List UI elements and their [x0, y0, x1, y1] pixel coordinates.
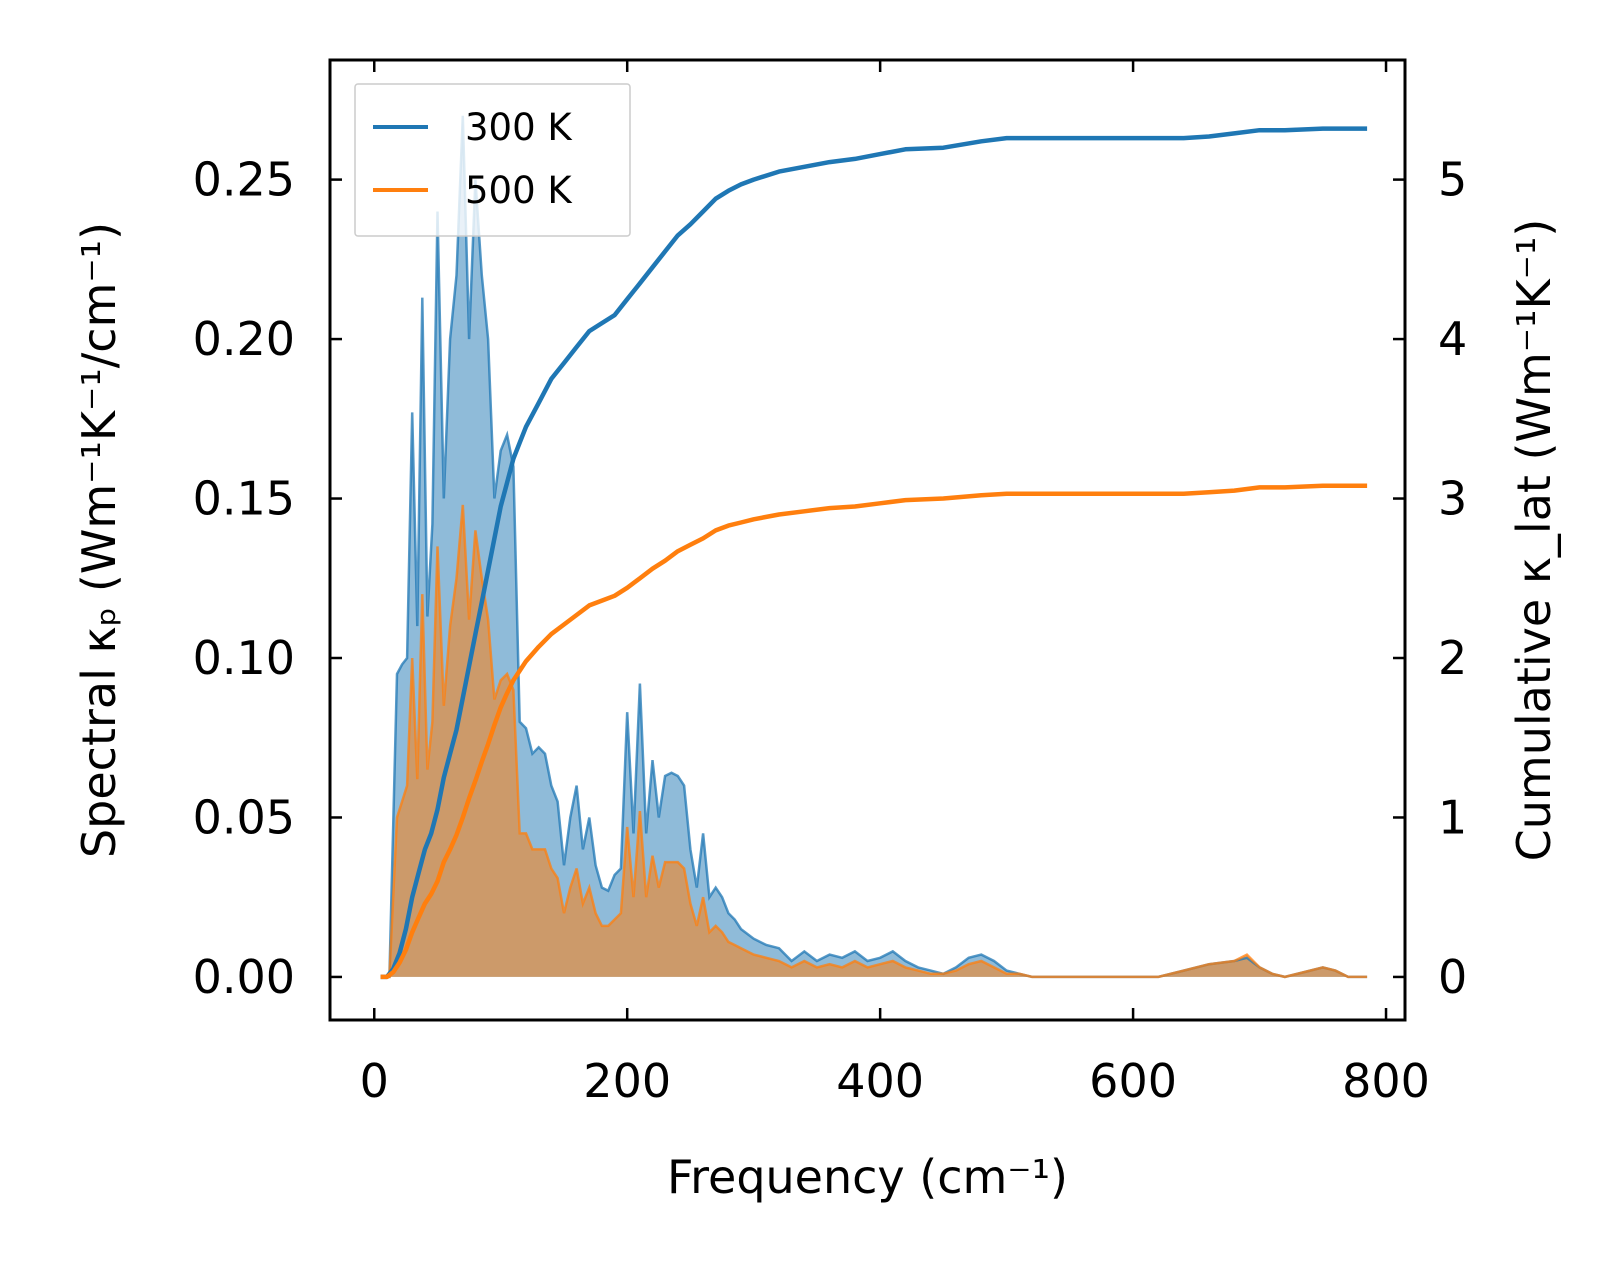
axis-ticks	[330, 60, 1405, 1020]
x-tick-label: 200	[583, 1054, 671, 1108]
x-tick-label: 800	[1342, 1054, 1430, 1108]
y-tick-label-left: 0.20	[193, 312, 295, 366]
spectral-line-500k	[380, 504, 1368, 979]
y-axis-left-title: Spectral κₚ (Wm⁻¹K⁻¹/cm⁻¹)	[72, 222, 126, 858]
plot-frame	[328, 58, 1407, 1022]
cumulative-line-300k	[380, 126, 1368, 980]
x-tick-label: 0	[360, 1054, 389, 1108]
legend-box	[354, 83, 631, 237]
spectral-fills	[380, 115, 1368, 977]
x-tick-label: 600	[1089, 1054, 1177, 1108]
legend: 300 K 500 K	[354, 83, 631, 237]
plot-area	[380, 115, 1368, 980]
legend-label-500k: 500 K	[465, 169, 573, 212]
y-tick-label-right: 5	[1438, 153, 1467, 207]
cumulative-line-500k	[380, 483, 1368, 980]
x-axis-title: Frequency (cm⁻¹)	[667, 1150, 1068, 1204]
y-tick-label-right: 3	[1438, 472, 1467, 526]
y-tick-label-right: 2	[1438, 631, 1467, 685]
x-tick-label: 400	[836, 1054, 924, 1108]
spectral-area-300k	[380, 115, 1368, 977]
y-tick-label-right: 4	[1438, 312, 1467, 366]
y-tick-label-left: 0.00	[193, 950, 295, 1004]
y-tick-label-left: 0.10	[193, 631, 295, 685]
legend-label-300k: 300 K	[465, 106, 573, 149]
y-tick-label-right: 1	[1438, 790, 1467, 844]
y-tick-label-left: 0.05	[193, 790, 295, 844]
y-tick-label-left: 0.15	[193, 472, 295, 526]
spectral-area-500k	[380, 504, 1368, 977]
y-tick-label-left: 0.25	[193, 153, 295, 207]
tick-labels: 0 200 400 600 800 0.00 0.05 0.10 0.15 0.20 0.25 0 1 2…	[193, 153, 1468, 1108]
y-tick-label-right: 0	[1438, 950, 1467, 1004]
y-axis-right-title: Cumulative κ_lat (Wm⁻¹K⁻¹)	[1507, 219, 1561, 862]
